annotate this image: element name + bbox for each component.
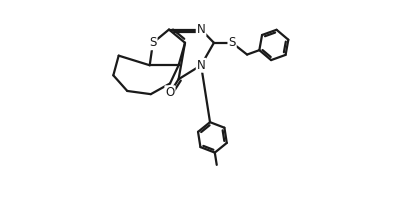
Text: N: N bbox=[197, 23, 206, 36]
Text: S: S bbox=[149, 36, 157, 49]
Text: O: O bbox=[165, 86, 175, 99]
Text: N: N bbox=[197, 59, 206, 72]
Text: S: S bbox=[228, 36, 236, 49]
